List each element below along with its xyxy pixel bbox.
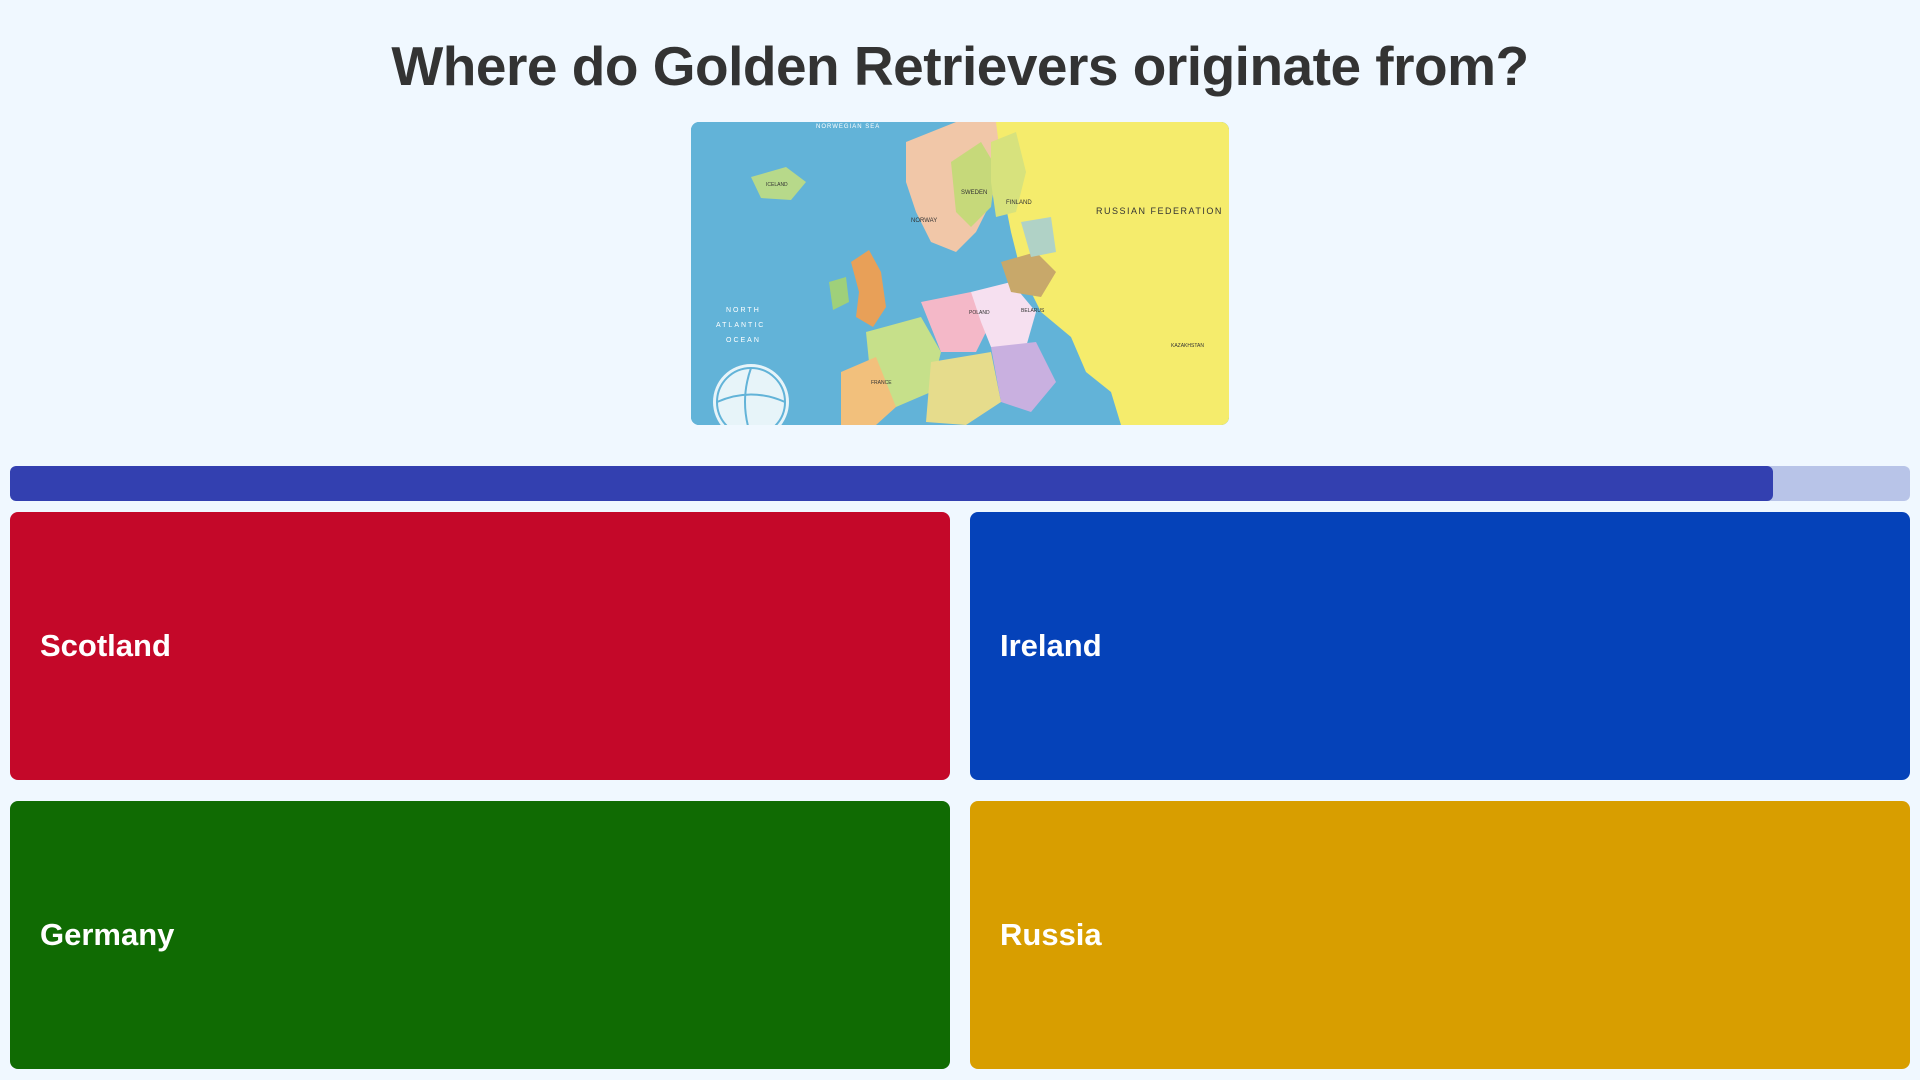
map-label-belarus: BELARUS [1021, 308, 1045, 314]
map-label-kazakhstan: KAZAKHSTAN [1171, 343, 1204, 349]
map-label-russian-federation: RUSSIAN FEDERATION [1096, 206, 1223, 216]
timer-progress-fill [10, 466, 1774, 501]
map-label-norway: NORWAY [911, 218, 937, 224]
map-label-france: FRANCE [871, 380, 892, 386]
answer-button-scotland[interactable]: Scotland [10, 512, 950, 780]
answer-button-germany[interactable]: Germany [10, 801, 950, 1069]
map-label-ocean-1: NORTH [726, 307, 761, 314]
map-label-norwegian-sea: NORWEGIAN SEA [816, 124, 880, 130]
europe-map-image: RUSSIAN FEDERATION NORWEGIAN SEA NORTH A… [691, 122, 1229, 425]
answer-button-russia[interactable]: Russia [970, 801, 1910, 1069]
map-label-ocean-2: ATLANTIC [716, 322, 765, 329]
answer-label: Ireland [1000, 628, 1102, 663]
map-label-sweden: SWEDEN [961, 190, 987, 196]
timer-progress-bar [10, 466, 1910, 501]
question-title: Where do Golden Retrievers originate fro… [391, 35, 1529, 97]
answer-label: Russia [1000, 917, 1102, 952]
map-label-iceland: ICELAND [766, 182, 788, 188]
map-label-poland: POLAND [969, 310, 990, 316]
map-label-finland: FINLAND [1006, 200, 1032, 206]
map-label-ocean-3: OCEAN [726, 337, 761, 344]
answer-label: Scotland [40, 628, 171, 663]
answer-label: Germany [40, 917, 175, 952]
answer-button-ireland[interactable]: Ireland [970, 512, 1910, 780]
